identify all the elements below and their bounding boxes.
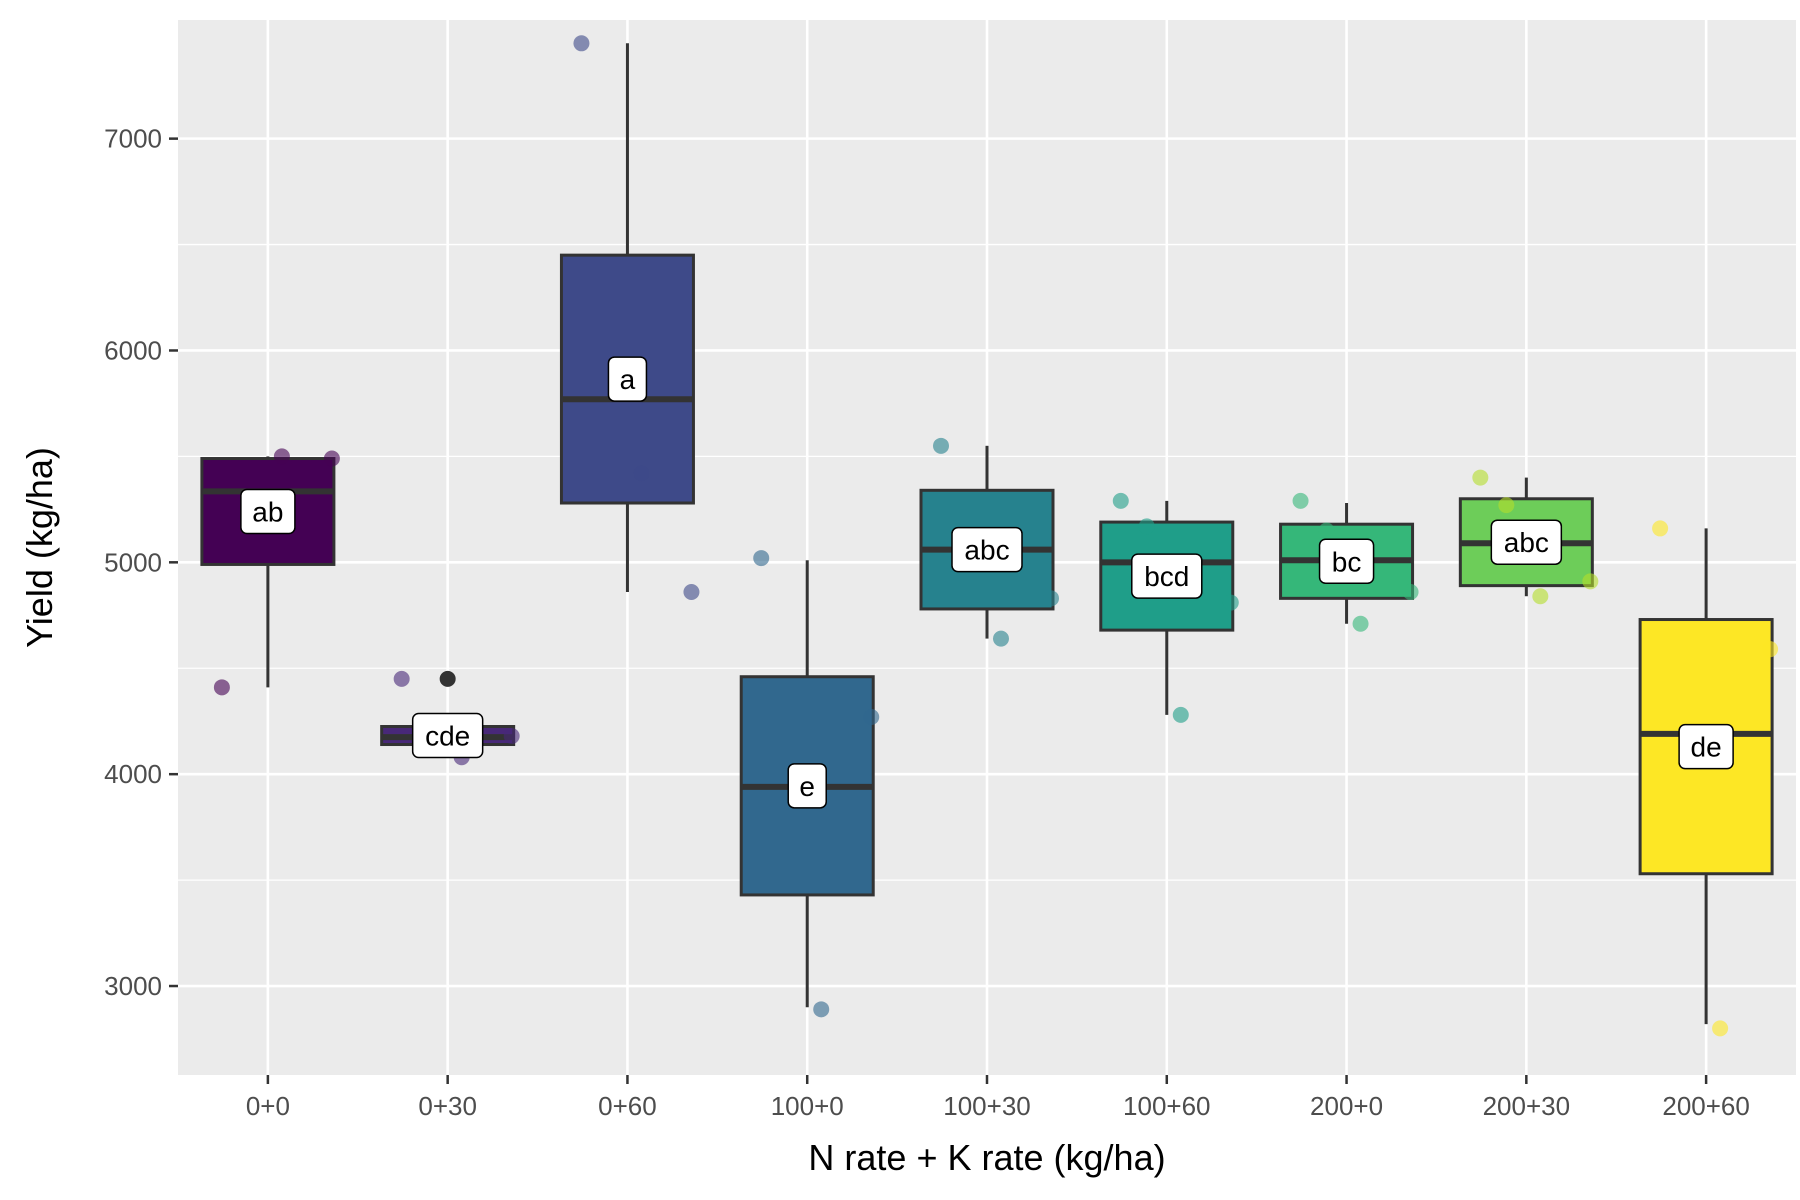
letter-label: cde [425, 721, 470, 752]
data-point [1112, 492, 1129, 509]
letter-label: abc [964, 535, 1009, 566]
x-tick-label: 0+30 [418, 1091, 477, 1121]
data-point [1138, 518, 1155, 535]
data-point [273, 448, 290, 465]
letter-label-box [787, 763, 827, 809]
axes: 3000 4000 5000 6000 7000 0+0 0+30 0+60 100+0 100+… [104, 124, 1750, 1121]
x-tick-label: 100+0 [771, 1091, 844, 1121]
letter-label-box [1318, 538, 1375, 585]
outlier-point [439, 670, 456, 687]
letter-label: abc [1504, 527, 1549, 558]
x-tick-label: 200+60 [1662, 1091, 1749, 1121]
data-point [993, 630, 1009, 647]
letter-label-box [1490, 519, 1563, 565]
jitter-points [213, 35, 1779, 1037]
letter-label: bcd [1144, 561, 1189, 592]
data-point [1043, 590, 1059, 607]
data-point [1472, 469, 1489, 486]
y-tick-label: 7000 [104, 124, 162, 154]
data-point [863, 708, 880, 725]
box-series [200, 43, 1774, 1025]
letter-label-box [1131, 553, 1203, 599]
letter-label-box [240, 488, 296, 535]
x-tick-label: 0+0 [246, 1091, 290, 1121]
data-point [933, 437, 949, 454]
letter-label-box [411, 712, 484, 759]
data-point [633, 465, 650, 482]
data-point [1532, 588, 1549, 605]
letter-label: ab [252, 496, 283, 527]
x-tick-label: 100+30 [943, 1091, 1030, 1121]
y-tick-label: 5000 [104, 547, 162, 577]
data-point [1222, 594, 1239, 611]
x-axis-title: N rate + K rate (kg/ha) [808, 1137, 1165, 1178]
letter-label-box [1678, 723, 1734, 770]
data-point [683, 583, 700, 600]
y-axis-title: Yield (kg/ha) [19, 447, 60, 648]
y-tick-label: 6000 [104, 335, 162, 365]
data-point [1712, 1020, 1729, 1037]
box-0+60 [559, 253, 695, 505]
data-point [1652, 520, 1669, 537]
data-point [1352, 615, 1369, 632]
data-point [573, 35, 590, 52]
x-tick-label: 0+60 [598, 1091, 657, 1121]
data-point [503, 728, 520, 745]
letter-label: bc [1332, 546, 1362, 577]
data-point [1172, 706, 1189, 723]
letter-label: de [1691, 732, 1722, 763]
letter-label-box [951, 526, 1023, 573]
data-point [323, 450, 340, 467]
data-point [1292, 492, 1309, 509]
letter-label: a [620, 364, 636, 395]
x-tick-label: 200+30 [1483, 1091, 1570, 1121]
y-tick-label: 3000 [104, 971, 162, 1001]
data-point [1582, 573, 1599, 590]
x-tick-label: 100+60 [1123, 1091, 1210, 1121]
letter-label: e [799, 771, 815, 802]
data-point [753, 550, 770, 567]
data-point [1318, 522, 1335, 539]
data-point [813, 1001, 830, 1018]
letter-label-box [607, 356, 648, 402]
data-point [1402, 583, 1419, 600]
data-point [1762, 641, 1779, 658]
y-tick-label: 4000 [104, 759, 162, 789]
x-tick-label: 200+0 [1310, 1091, 1383, 1121]
data-point [1498, 497, 1515, 514]
data-point [213, 679, 230, 696]
data-point [393, 670, 410, 687]
